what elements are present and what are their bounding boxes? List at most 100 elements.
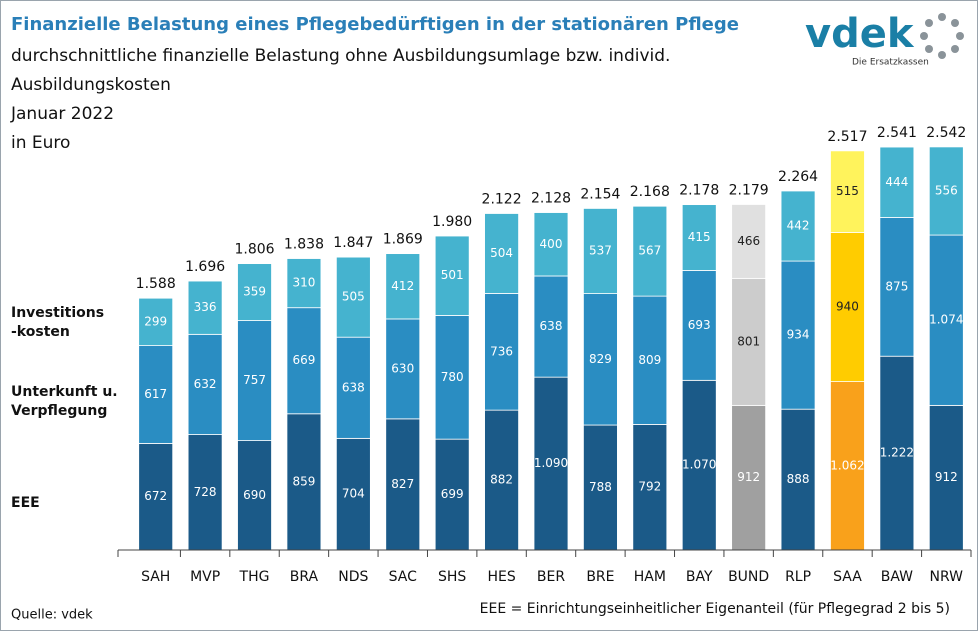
bar-segment [879,146,915,218]
bar-segment [434,438,470,551]
value-label: 537 [589,244,612,258]
x-tick-label: BRE [586,569,614,585]
x-tick-label: MVP [190,569,220,585]
value-label: 788 [589,480,612,494]
bar-segment [780,260,816,410]
value-label: 336 [194,300,217,314]
value-label: 859 [292,474,315,488]
value-label: 699 [441,487,464,501]
bar-segment [434,315,470,440]
value-label: 1.090 [534,456,568,470]
value-label: 672 [144,489,167,503]
x-tick-label: BUND [728,569,769,585]
value-label: 809 [638,353,661,367]
value-label: 690 [243,488,266,502]
value-label: 638 [342,380,365,394]
value-label: 757 [243,373,266,387]
value-label: 693 [688,318,711,332]
x-tick-label: BAY [686,569,713,585]
value-label: 415 [688,230,711,244]
value-label: 632 [194,377,217,391]
value-label: 359 [243,285,266,299]
x-tick-label: BER [537,569,565,585]
value-label: 442 [787,219,810,233]
value-label: 801 [737,334,760,348]
total-label: 2.517 [827,129,867,145]
value-label: 1.070 [682,458,716,472]
value-label: 912 [737,470,760,484]
value-label: 704 [342,487,365,501]
legend-label: Unterkunft u. Verpflegung [11,384,118,419]
x-tick-label: HAM [634,569,666,585]
bar-segment [237,263,272,321]
value-label: 827 [391,477,414,491]
bar-segment [928,146,964,236]
x-tick-label: BRA [290,569,319,585]
value-label: 504 [490,246,513,260]
bar-segment [928,404,964,551]
bar-segment [385,418,421,551]
value-label: 829 [589,352,612,366]
total-label: 1.588 [136,276,176,292]
bar-segment [286,307,322,415]
value-label: 728 [194,485,217,499]
total-label: 2.154 [580,186,620,202]
bar-segment [681,270,717,381]
bar-segment [138,297,174,346]
subtitle: Januar 2022 [10,104,114,124]
value-label: 630 [391,361,414,375]
bar-segment [583,208,618,294]
total-label: 1.838 [284,237,324,253]
x-tick-label: NDS [338,569,368,585]
x-tick-label: SAC [389,569,417,585]
value-label: 400 [540,237,563,251]
x-tick-label: THG [239,569,270,585]
total-label: 1.806 [234,242,274,258]
value-label: 412 [391,279,414,293]
x-tick-label: SHS [438,569,466,585]
value-label: 466 [737,234,760,248]
bar-segment [335,336,371,439]
bar-segment [138,345,174,444]
source: Quelle: vdek [11,608,93,623]
bar-segment [187,280,223,335]
bar-segment [731,204,767,279]
chart-title: Finanzielle Belastung eines Pflegebedürf… [11,14,739,35]
bar-segment [335,256,371,338]
value-label: 736 [490,344,513,358]
total-label: 2.541 [877,125,917,141]
value-label: 310 [292,276,315,290]
bar-segment [830,381,865,551]
value-label: 501 [441,268,464,282]
total-label: 2.264 [778,169,818,185]
value-label: 1.062 [830,458,864,472]
legend-label: EEE [11,495,40,511]
value-label: 556 [935,183,958,197]
bar-segment [286,413,322,551]
x-tick-label: SAA [833,569,862,585]
x-tick-label: SAH [141,569,170,585]
logo-ring [920,13,964,59]
total-label: 2.128 [531,191,571,207]
bar-segment [335,437,371,551]
value-label: 567 [638,244,661,258]
footnote: EEE = Einrichtungseinheitlicher Eigenant… [480,601,950,617]
value-label: 875 [885,279,908,293]
x-tick-label: NRW [930,569,964,585]
total-label: 2.179 [729,182,769,198]
subtitle: Ausbildungskosten [11,75,171,95]
bar-segment [681,204,717,271]
value-label: 299 [144,314,167,328]
value-label: 882 [490,473,513,487]
bar-segment [484,293,519,411]
bar-segment [385,253,421,320]
value-label: 515 [836,184,859,198]
total-label: 2.542 [926,125,966,141]
bar-segment [385,318,421,420]
value-label: 888 [787,472,810,486]
value-label: 780 [441,370,464,384]
total-label: 1.847 [333,235,373,251]
value-label: 1.222 [880,446,914,460]
bar-segment [583,293,618,426]
